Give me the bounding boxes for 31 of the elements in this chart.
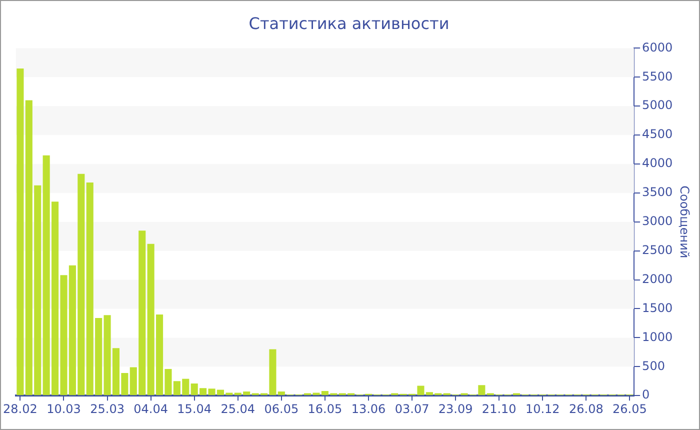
x-tick-label: 26.08 <box>568 402 604 416</box>
x-tick-label: 23.09 <box>438 402 473 416</box>
chart-title: Статистика активности <box>248 14 450 33</box>
y-tick-label: 4500 <box>642 127 673 142</box>
y-tick-label: 4000 <box>642 156 673 170</box>
x-tick-label: 28.02 <box>3 402 38 416</box>
y-tick-label: 5500 <box>642 69 673 84</box>
x-tick-label: 16.05 <box>308 402 342 416</box>
y-tick-label: 2000 <box>642 272 673 286</box>
y-tick-label: 6000 <box>642 40 673 54</box>
y-tick-label: 3500 <box>642 185 673 200</box>
y-tick-label: 5000 <box>642 98 673 112</box>
x-tick-label: 03.07 <box>394 402 430 416</box>
y-axis-title: Сообщений <box>678 186 692 258</box>
x-tick-label: 13.06 <box>351 402 386 416</box>
x-tick-label: 26.05 <box>612 402 647 416</box>
x-tick-label: 06.05 <box>264 402 299 416</box>
x-tick-label: 10.03 <box>46 402 81 416</box>
x-tick-label: 04.04 <box>134 402 168 416</box>
x-tick-label: 21.10 <box>482 402 516 416</box>
y-tick-label: 500 <box>642 358 665 373</box>
x-tick-label: 10.12 <box>525 402 560 416</box>
y-tick-label: 3000 <box>642 214 673 228</box>
y-tick-label: 1000 <box>642 330 673 344</box>
x-tick-label: 15.04 <box>177 402 212 416</box>
x-tick-label: 25.03 <box>90 402 124 416</box>
bar <box>16 68 24 396</box>
y-tick-label: 2500 <box>642 242 673 257</box>
x-tick-label: 25.04 <box>220 402 256 416</box>
y-tick-label: 0 <box>642 388 650 402</box>
y-tick-label: 1500 <box>642 300 673 315</box>
